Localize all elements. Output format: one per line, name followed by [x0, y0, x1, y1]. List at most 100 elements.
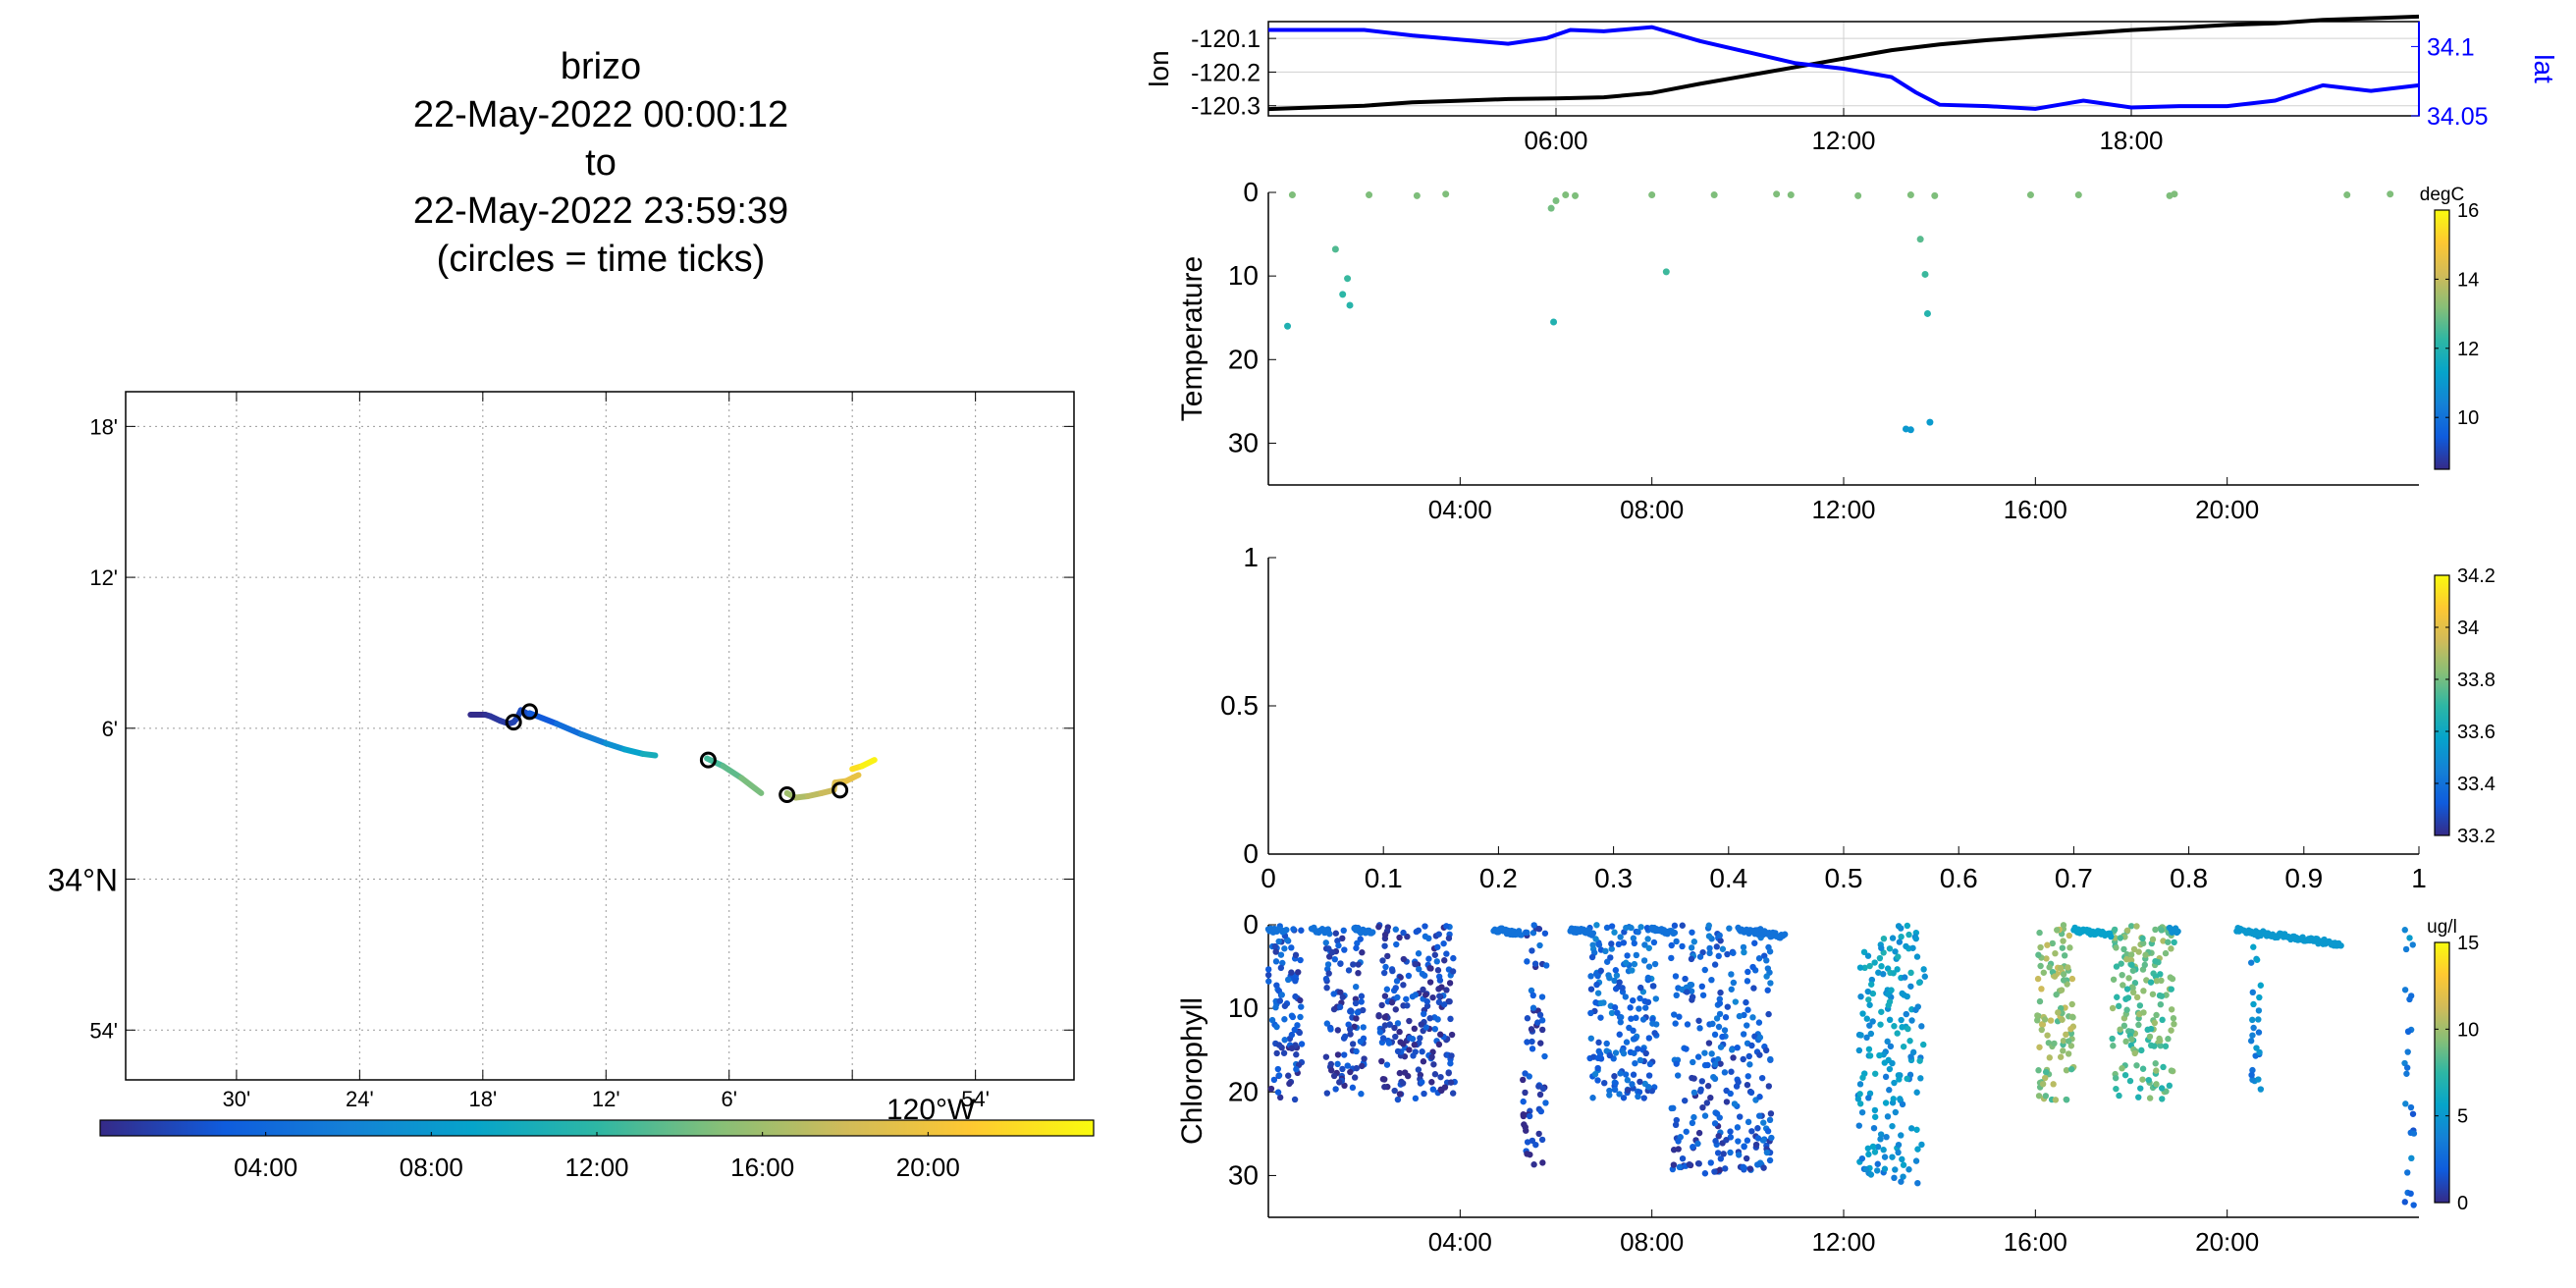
chlorophyll-point: [2057, 1053, 2065, 1060]
title-line-3: to: [585, 142, 617, 184]
chlorophyll-point: [1353, 1015, 1360, 1022]
chlorophyll-point: [1646, 1060, 1654, 1068]
chlorophyll-point: [2406, 935, 2413, 941]
chlorophyll-point: [1880, 1147, 1887, 1154]
chlorophyll-point: [1732, 998, 1740, 1005]
lat-series-line: [1268, 25, 2420, 111]
chlorophyll-point: [1391, 1087, 1398, 1095]
chlorophyll-point: [1756, 1034, 1764, 1041]
lon-lat-panel: 06:00 12:00 18:00 -120.1 -120.2 -120.3 34.1 34.…: [1144, 14, 2559, 155]
chlorophyll-point: [1354, 1009, 1362, 1016]
chlorophyll-point: [1711, 1031, 1719, 1039]
chlorophyll-point: [1448, 1031, 1456, 1039]
colorbar-tick-label: 12: [2457, 339, 2479, 360]
chlorophyll-point: [1899, 1100, 1906, 1108]
chlorophyll-point: [1428, 1079, 1435, 1086]
y-tick-label: 1: [1243, 542, 1259, 572]
chlorophyll-point: [1271, 942, 1279, 950]
chlorophyll-point: [2153, 1067, 2160, 1074]
chlorophyll-point: [2108, 933, 2115, 940]
chlorophyll-point: [1642, 1004, 1649, 1011]
chlorophyll-point: [1620, 939, 1628, 946]
chlorophyll-point: [1703, 1100, 1711, 1106]
chlorophyll-point: [1632, 1035, 1638, 1043]
chlorophyll-point: [1918, 1023, 1925, 1030]
chlorophyll-point: [1264, 971, 1272, 979]
chlorophyll-point: [1415, 950, 1422, 957]
chlorophyll-point: [1630, 935, 1637, 941]
chlorophyll-point: [1614, 1009, 1621, 1016]
y-tick-label: 0.5: [1220, 690, 1259, 721]
chlorophyll-point: [1541, 930, 1549, 937]
chlorophyll-point: [1616, 1091, 1623, 1098]
colorbar-tick-label: 10: [2457, 407, 2479, 429]
colorbar-tick-label: 33.2: [2457, 826, 2496, 847]
colorbar-gradient: [2434, 941, 2450, 1204]
chlorophyll-point: [1276, 997, 1284, 1004]
chlorophyll-point: [2069, 1014, 2076, 1021]
chlorophyll-point: [1867, 1030, 1875, 1038]
time-colorbar: 04:00 08:00 12:00 16:00 20:00: [99, 1119, 1095, 1182]
chlorophyll-point: [1353, 944, 1360, 951]
chlorophyll-point: [1751, 939, 1758, 946]
chlorophyll-point: [1594, 990, 1602, 996]
chlorophyll-point: [1403, 995, 1410, 1002]
chlorophyll-point: [1884, 1113, 1892, 1120]
chlorophyll-point: [1327, 1026, 1334, 1033]
chlorophyll-point: [1298, 1003, 1305, 1010]
chlorophyll-point: [1867, 1171, 1875, 1178]
chlorophyll-point: [1349, 1084, 1357, 1092]
chlorophyll-point: [1885, 991, 1892, 997]
chlorophyll-point: [1649, 1020, 1656, 1027]
chlorophyll-point: [1635, 929, 1641, 936]
chlorophyll-point: [1294, 1022, 1301, 1029]
chlorophyll-point: [1760, 1164, 1767, 1171]
colorbar-tick-label: 5: [2457, 1106, 2468, 1128]
title-block: brizo 22-May-2022 00:00:12 to 22-May-202…: [413, 46, 788, 280]
chlorophyll-point: [2165, 1036, 2172, 1043]
chlorophyll-point: [1679, 942, 1686, 950]
chlorophyll-point: [1892, 1166, 1899, 1173]
chlorophyll-point: [2162, 1043, 2170, 1049]
chlorophyll-point: [1611, 1086, 1619, 1094]
chlorophyll-point: [1297, 956, 1304, 964]
chlorophyll-point: [1538, 1136, 1546, 1144]
chlorophyll-point: [1425, 955, 1432, 962]
chlorophyll-point: [2145, 1076, 2152, 1084]
chlorophyll-point: [1421, 1090, 1427, 1098]
chlorophyll-point: [2135, 948, 2142, 955]
chlorophyll-point: [1542, 1100, 1549, 1106]
chlorophyll-point: [1714, 1150, 1722, 1156]
chlorophyll-point: [1404, 933, 1411, 940]
chlorophyll-point: [1705, 933, 1713, 939]
chlorophyll-point: [1431, 1025, 1438, 1033]
chlorophyll-point: [1629, 967, 1636, 974]
chlorophyll-point: [1696, 1025, 1703, 1032]
chlorophyll-point: [1707, 1159, 1714, 1166]
chlorophyll-point: [1378, 1001, 1385, 1009]
x-tick-label: 16:00: [2004, 495, 2067, 524]
colorbar-tick-label: 34.2: [2457, 565, 2496, 587]
temperature-point: [1547, 204, 1555, 212]
chlorophyll-point: [1332, 930, 1339, 937]
chlorophyll-point: [1611, 977, 1618, 985]
chlorophyll-point: [1447, 1060, 1454, 1067]
chlorophyll-point: [2409, 1110, 2417, 1117]
time-tick-circle: [699, 751, 717, 769]
chlorophyll-point: [2063, 1096, 2070, 1103]
chlorophyll-point: [1722, 1014, 1730, 1021]
chlorophyll-point: [1611, 929, 1618, 936]
chlorophyll-point: [1530, 1004, 1537, 1011]
chlorophyll-point: [1404, 1072, 1412, 1080]
chlorophyll-point: [1676, 1013, 1683, 1020]
chlorophyll-point: [1535, 1083, 1542, 1090]
chlorophyll-point: [1856, 1081, 1864, 1088]
chlorophyll-point: [1716, 1010, 1724, 1018]
chlorophyll-point: [2131, 1049, 2138, 1057]
chlorophyll-point: [1536, 1011, 1544, 1019]
chlorophyll-point: [1354, 939, 1361, 946]
chlorophyll-point: [2052, 1097, 2060, 1103]
chlorophyll-point: [1721, 1069, 1729, 1076]
chlorophyll-point: [1623, 924, 1630, 932]
chlorophyll-point: [1359, 949, 1366, 956]
